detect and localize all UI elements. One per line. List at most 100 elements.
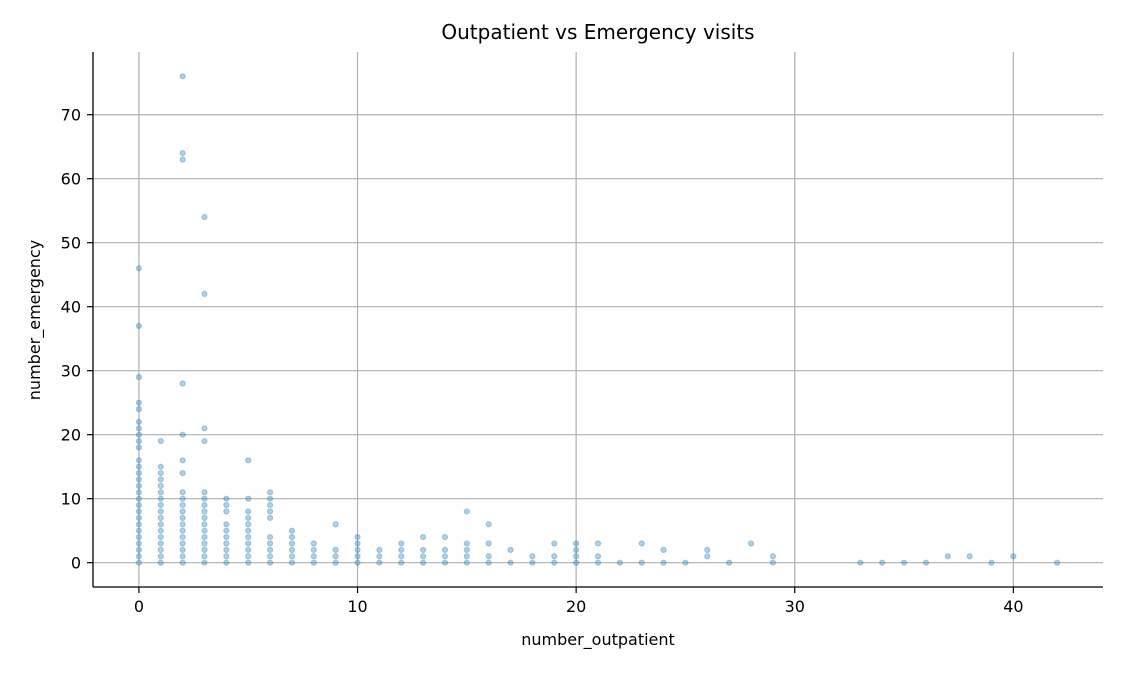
scatter-point bbox=[179, 431, 186, 438]
scatter-point bbox=[157, 521, 164, 528]
scatter-point bbox=[223, 508, 230, 515]
scatter-point bbox=[354, 559, 361, 566]
scatter-point bbox=[398, 553, 405, 560]
scatter-point bbox=[616, 559, 623, 566]
scatter-point bbox=[922, 559, 930, 566]
scatter-point bbox=[201, 214, 208, 221]
scatter-point bbox=[157, 508, 164, 515]
scatter-point bbox=[179, 73, 186, 80]
scatter-point bbox=[288, 527, 296, 534]
axes bbox=[92, 52, 1103, 588]
scatter-point bbox=[135, 399, 143, 406]
scatter-point bbox=[354, 540, 361, 547]
scatter-point bbox=[179, 457, 186, 464]
scatter-point bbox=[245, 457, 252, 464]
scatter-point bbox=[201, 437, 208, 445]
scatter-point bbox=[135, 444, 143, 451]
scatter-point bbox=[376, 546, 383, 553]
scatter-point bbox=[157, 527, 164, 534]
scatter-point bbox=[441, 533, 449, 541]
scatter-point bbox=[266, 559, 274, 566]
scatter-point bbox=[157, 476, 164, 483]
scatter-point bbox=[704, 546, 711, 553]
scatter-point bbox=[135, 482, 143, 489]
scatter-point bbox=[201, 521, 208, 528]
scatter-point bbox=[135, 521, 143, 528]
scatter-point bbox=[332, 521, 339, 528]
x-tick-label: 20 bbox=[566, 597, 586, 616]
scatter-point bbox=[179, 508, 186, 515]
scatter-point bbox=[223, 533, 230, 541]
scatter-point bbox=[245, 514, 252, 521]
scatter-point bbox=[879, 559, 886, 566]
scatter-point bbox=[441, 546, 449, 553]
scatter-point bbox=[157, 482, 164, 489]
scatter-point bbox=[179, 501, 186, 509]
y-tick-label: 10 bbox=[61, 490, 81, 509]
scatter-point bbox=[179, 380, 186, 387]
scatter-point bbox=[485, 553, 492, 560]
x-tick-label: 40 bbox=[1003, 597, 1023, 616]
scatter-point bbox=[485, 559, 492, 566]
scatter-point bbox=[179, 495, 186, 502]
scatter-point bbox=[266, 540, 274, 547]
scatter-point bbox=[310, 546, 317, 553]
scatter-point bbox=[157, 469, 164, 477]
scatter-point bbox=[223, 559, 230, 566]
scatter-point bbox=[157, 553, 164, 560]
scatter-point bbox=[332, 546, 339, 553]
x-tick-label: 30 bbox=[785, 597, 805, 616]
scatter-point bbox=[157, 489, 164, 496]
scatter-point bbox=[157, 540, 164, 547]
y-tick-label: 60 bbox=[61, 170, 81, 189]
scatter-point bbox=[354, 553, 361, 560]
scatter-point bbox=[135, 322, 143, 329]
scatter-point bbox=[135, 540, 143, 547]
scatter-point bbox=[900, 559, 908, 566]
scatter-point bbox=[638, 540, 645, 547]
scatter-point bbox=[747, 540, 755, 547]
scatter-point bbox=[245, 546, 252, 553]
scatter-point bbox=[354, 546, 361, 553]
scatter-point bbox=[376, 559, 383, 566]
scatter-point bbox=[135, 501, 143, 509]
scatter-point bbox=[201, 533, 208, 541]
scatter-point bbox=[157, 501, 164, 509]
scatter-point bbox=[551, 540, 558, 547]
scatter-point bbox=[135, 437, 143, 445]
scatter-point bbox=[441, 559, 449, 566]
y-tick-label: 20 bbox=[61, 426, 81, 445]
y-tick-label: 30 bbox=[61, 362, 81, 381]
scatter-point bbox=[179, 533, 186, 541]
scatter-point bbox=[398, 546, 405, 553]
scatter-point bbox=[135, 533, 143, 541]
scatter-point bbox=[354, 533, 361, 541]
scatter-point bbox=[507, 559, 514, 566]
scatter-point bbox=[179, 489, 186, 496]
scatter-point bbox=[245, 521, 252, 528]
scatter-point bbox=[1053, 559, 1061, 566]
grid-lines bbox=[93, 52, 1103, 587]
y-tick-label: 50 bbox=[61, 234, 81, 253]
scatter-point bbox=[573, 546, 580, 553]
scatter-point bbox=[288, 546, 296, 553]
scatter-point bbox=[135, 431, 143, 438]
scatter-point bbox=[398, 559, 405, 566]
scatter-point bbox=[266, 495, 274, 502]
scatter-point bbox=[245, 553, 252, 560]
y-axis-label: number_emergency bbox=[25, 240, 45, 400]
scatter-point bbox=[266, 508, 274, 515]
scatter-point bbox=[529, 559, 536, 566]
scatter-point bbox=[485, 540, 492, 547]
scatter-point bbox=[201, 508, 208, 515]
axis-ticks: 0 10 20 30 40 0 10 20 30 40 50 60 70 bbox=[61, 106, 1024, 616]
scatter-point bbox=[201, 546, 208, 553]
scatter-point bbox=[223, 553, 230, 560]
scatter-point bbox=[266, 553, 274, 560]
scatter-point bbox=[638, 559, 645, 566]
scatter-point bbox=[573, 540, 580, 547]
scatter-point bbox=[157, 495, 164, 502]
scatter-point bbox=[157, 533, 164, 541]
scatter-point bbox=[135, 489, 143, 496]
